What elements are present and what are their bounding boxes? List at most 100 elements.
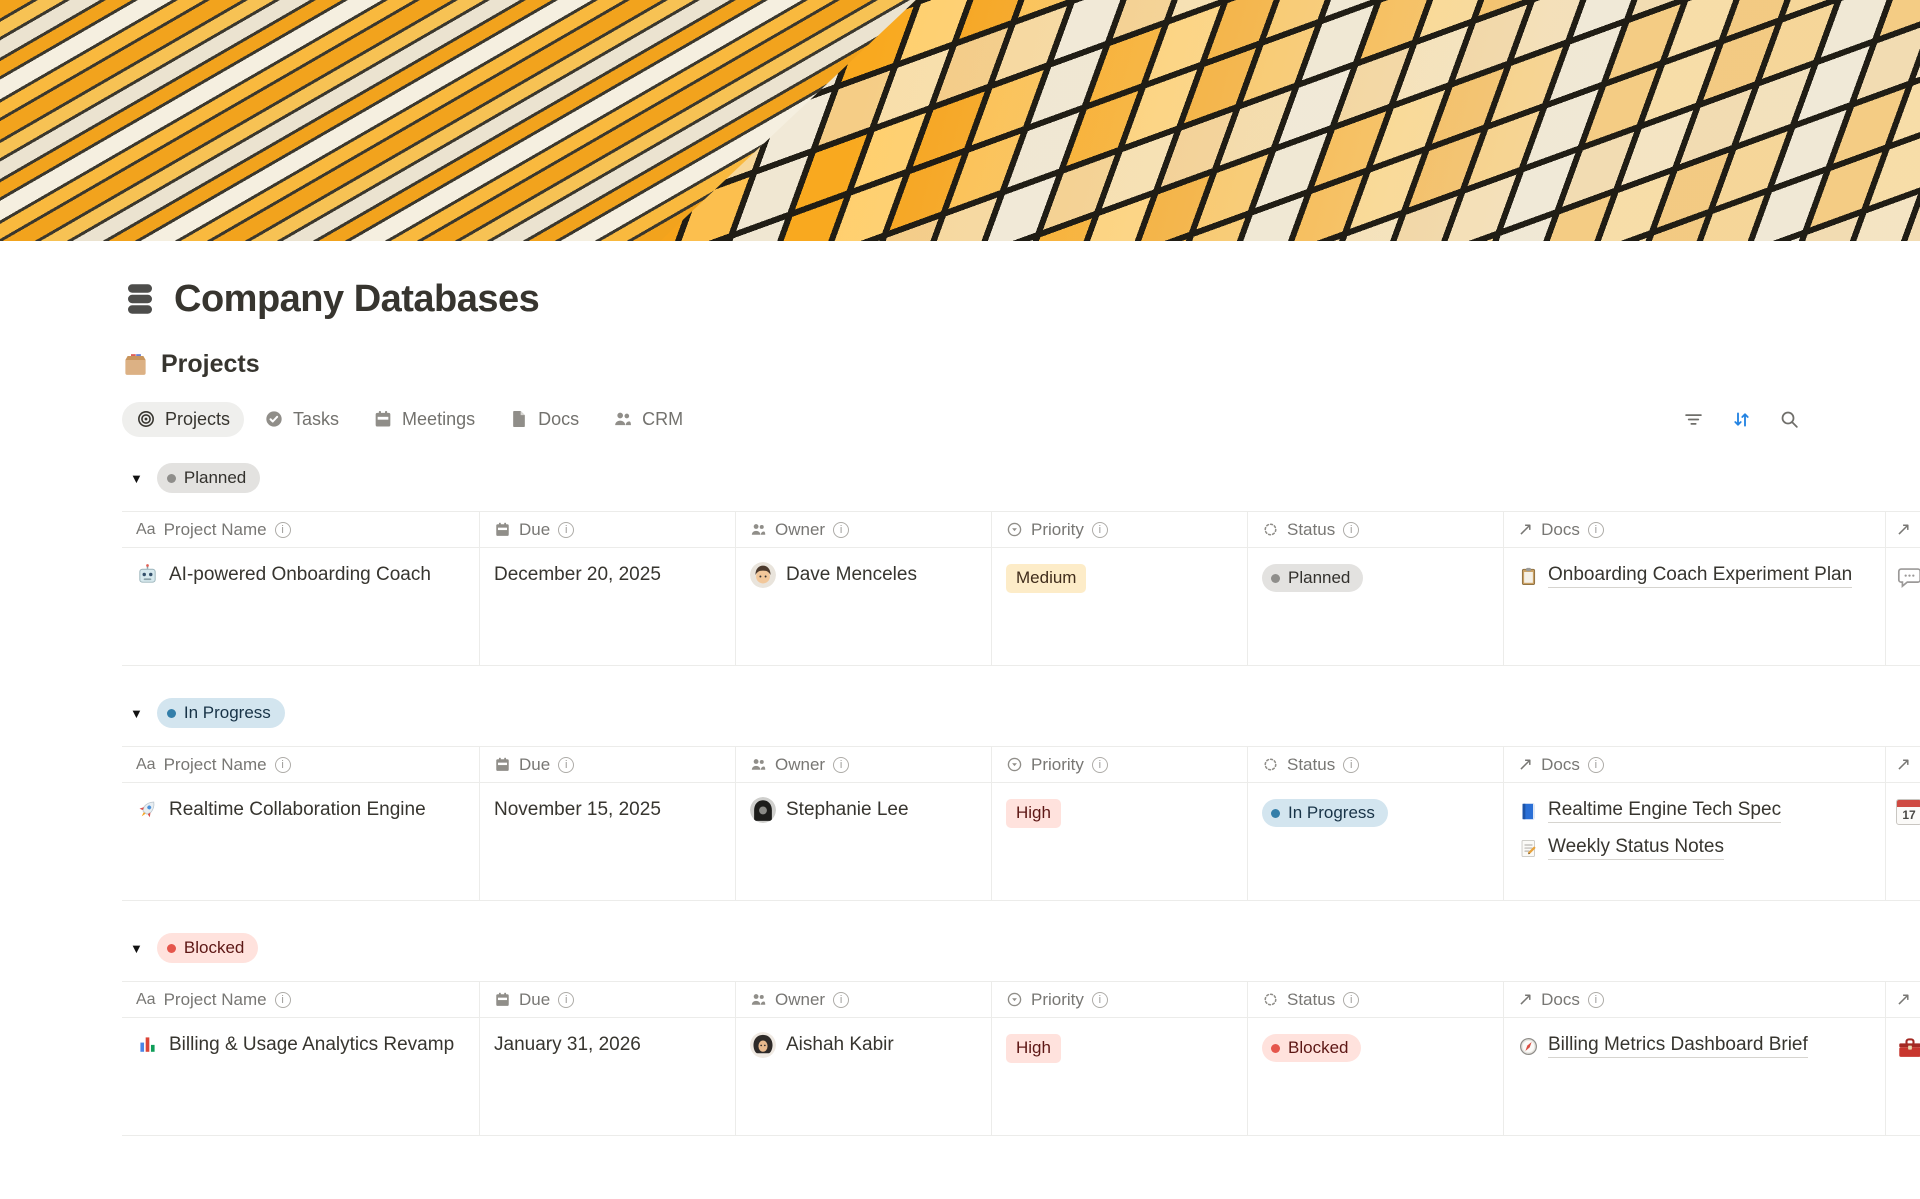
doc-title[interactable]: Weekly Status Notes [1548,836,1725,860]
column-header-project-name[interactable]: Aa Project Name i [122,982,480,1018]
column-header-cutoff[interactable]: ↗ [1886,982,1920,1018]
info-icon: i [1343,521,1360,538]
status-dot-icon [166,708,176,718]
cell-docs[interactable]: Onboarding Coach Experiment Plan [1504,548,1886,666]
info-icon: i [1343,991,1360,1008]
avatar-aishah [750,1032,776,1058]
info-icon: i [558,756,575,773]
cell-status[interactable]: Planned [1248,548,1504,666]
column-header-priority[interactable]: Priority i [992,512,1248,548]
column-header-status[interactable]: Status i [1248,512,1504,548]
document-icon [513,411,525,427]
people-icon [751,524,766,535]
tab-label: Meetings [402,408,476,429]
column-header-due[interactable]: Due i [480,982,736,1018]
column-header-status[interactable]: Status i [1248,982,1504,1018]
doc-title[interactable]: Billing Metrics Dashboard Brief [1548,1034,1808,1058]
cell-cutoff[interactable] [1886,548,1920,666]
cell-due[interactable]: November 15, 2025 [480,783,736,901]
cell-status[interactable]: Blocked [1248,1018,1504,1136]
group-pill[interactable]: Planned [156,462,261,494]
status-pill[interactable]: Blocked [1262,1034,1362,1063]
column-header-owner[interactable]: Owner i [736,512,992,548]
column-header-cutoff[interactable]: ↗ [1886,512,1920,548]
cell-cutoff[interactable]: 17 [1886,783,1920,901]
doc-link[interactable]: Onboarding Coach Experiment Plan [1518,564,1853,588]
tab-projects[interactable]: Projects [122,401,245,437]
group-planned: ▼ Planned Aa Project Name i Due i [122,462,1920,666]
cell-docs[interactable]: Billing Metrics Dashboard Brief [1504,1018,1886,1136]
cell-project-name[interactable]: Billing & Usage Analytics Revamp [122,1018,480,1136]
cell-owner[interactable]: Aishah Kabir [736,1018,992,1136]
group-header[interactable]: ▼ Blocked [122,932,1920,964]
tab-meetings[interactable]: Meetings [359,402,489,437]
collapse-triangle-icon[interactable]: ▼ [130,470,143,486]
column-header-due[interactable]: Due i [480,512,736,548]
column-header-owner[interactable]: Owner i [736,747,992,783]
column-header-priority[interactable]: Priority i [992,982,1248,1018]
group-pill[interactable]: Blocked [156,932,259,964]
priority-pill[interactable]: Medium [1006,564,1087,593]
group-header[interactable]: ▼ Planned [122,462,1920,494]
cell-priority[interactable]: Medium [992,548,1248,666]
tab-tasks[interactable]: Tasks [250,402,353,437]
avatar-stephanie [750,797,776,823]
project-name: Realtime Collaboration Engine [169,799,426,820]
info-icon: i [1091,521,1108,538]
doc-link[interactable]: Weekly Status Notes [1518,836,1725,860]
cell-project-name[interactable]: Realtime Collaboration Engine [122,783,480,901]
tab-crm[interactable]: CRM [599,402,697,437]
cell-due[interactable]: December 20, 2025 [480,548,736,666]
group-pill[interactable]: In Progress [156,697,285,729]
priority-pill[interactable]: High [1006,1034,1061,1063]
sort-icon[interactable] [1731,409,1752,430]
cell-project-name[interactable]: AI-powered Onboarding Coach [122,548,480,666]
status-dot-icon [1271,808,1280,818]
cell-priority[interactable]: High [992,783,1248,901]
card-file-box-icon [125,353,146,375]
due-date: December 20, 2025 [494,564,661,585]
filter-icon[interactable] [1683,409,1704,430]
select-property-icon [1007,992,1022,1007]
column-header-docs[interactable]: ↗ Docs i [1504,512,1886,548]
column-header-priority[interactable]: Priority i [992,747,1248,783]
column-header-project-name[interactable]: Aa Project Name i [122,747,480,783]
doc-link[interactable]: Realtime Engine Tech Spec [1518,799,1782,823]
cell-owner[interactable]: Dave Menceles [736,548,992,666]
doc-link[interactable]: Billing Metrics Dashboard Brief [1518,1034,1808,1058]
memo-icon [1521,839,1536,857]
column-header-due[interactable]: Due i [480,747,736,783]
doc-title[interactable]: Onboarding Coach Experiment Plan [1548,564,1853,588]
column-header-docs[interactable]: ↗ Docs i [1504,982,1886,1018]
status-pill[interactable]: Planned [1262,564,1364,593]
cell-cutoff[interactable] [1886,1018,1920,1136]
cell-owner[interactable]: Stephanie Lee [736,783,992,901]
collapse-triangle-icon[interactable]: ▼ [130,705,143,721]
tab-docs[interactable]: Docs [495,402,593,437]
column-header-project-name[interactable]: Aa Project Name i [122,512,480,548]
column-label: Project Name [163,754,267,774]
search-icon[interactable] [1779,409,1800,430]
column-header-docs[interactable]: ↗ Docs i [1504,747,1886,783]
owner-name: Stephanie Lee [786,799,909,820]
status-pill[interactable]: In Progress [1262,799,1388,828]
cell-docs[interactable]: Realtime Engine Tech Spec Weekly Status … [1504,783,1886,901]
comment-icon [1897,568,1920,588]
cell-priority[interactable]: High [992,1018,1248,1136]
group-label: In Progress [183,702,271,722]
doc-title[interactable]: Realtime Engine Tech Spec [1548,799,1782,823]
group-label: Blocked [183,937,245,957]
cell-due[interactable]: January 31, 2026 [480,1018,736,1136]
column-header-owner[interactable]: Owner i [736,982,992,1018]
robot-icon [139,564,156,583]
collapse-triangle-icon[interactable]: ▼ [130,940,143,956]
column-header-status[interactable]: Status i [1248,747,1504,783]
calendar-icon [496,757,509,771]
info-icon: i [1343,756,1360,773]
group-header[interactable]: ▼ In Progress [122,697,1920,729]
column-label: Due [519,989,551,1009]
priority-pill[interactable]: High [1006,799,1061,828]
column-header-cutoff[interactable]: ↗ [1886,747,1920,783]
section-title-row: Projects [122,349,1920,379]
cell-status[interactable]: In Progress [1248,783,1504,901]
